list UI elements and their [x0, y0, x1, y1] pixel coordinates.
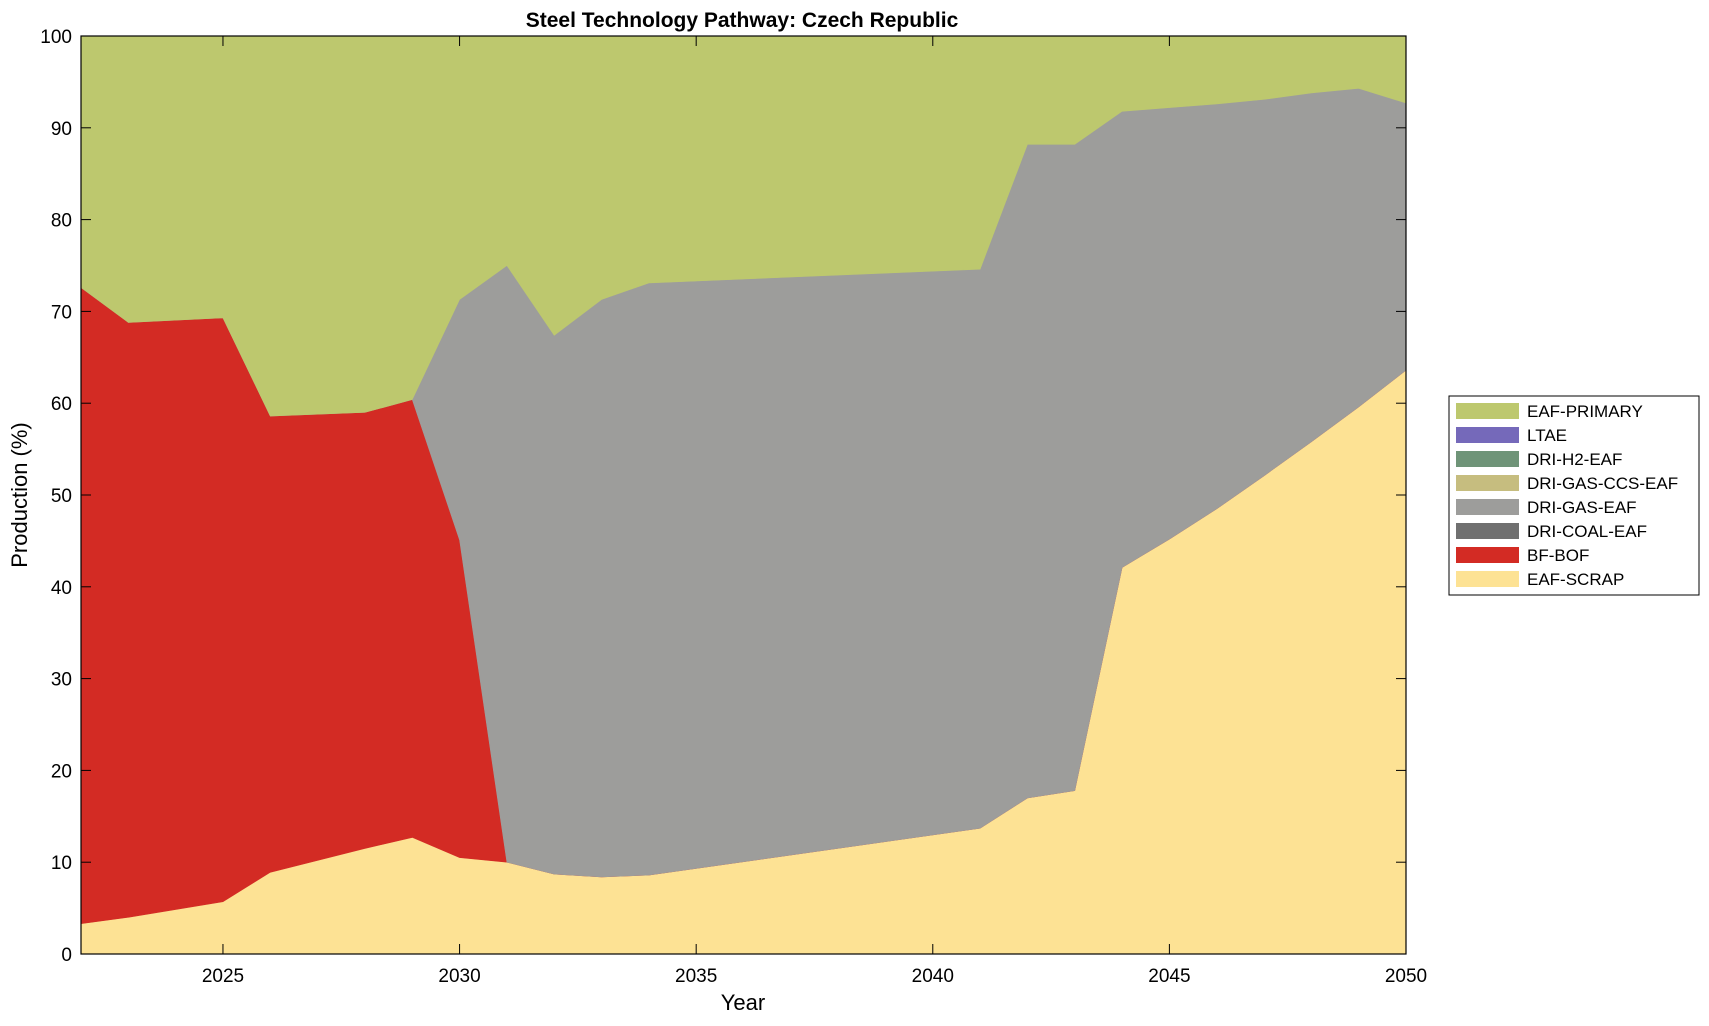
legend: EAF-PRIMARY LTAE DRI-H2-EAF DRI-GAS-CCS-EAF…	[1448, 395, 1700, 596]
legend-swatch-eaf-scrap	[1456, 571, 1519, 587]
x-axis-label: Year	[721, 990, 765, 1015]
y-tick-label: 90	[51, 119, 72, 140]
chart-title: Steel Technology Pathway: Czech Republic	[526, 9, 959, 32]
legend-label-eaf-scrap: EAF-SCRAP	[1527, 570, 1624, 589]
y-tick-label: 70	[51, 302, 72, 323]
x-tick-label: 2050	[1385, 966, 1427, 987]
y-axis-label: Production (%)	[7, 422, 32, 568]
y-tick-label: 10	[51, 853, 72, 874]
y-tick-label: 60	[51, 394, 72, 415]
y-tick-label: 30	[51, 670, 72, 691]
x-axis: 2025 2030 2035 2040 2045 2050	[202, 36, 1427, 987]
y-tick-label: 100	[40, 27, 72, 48]
x-tick-label: 2030	[438, 966, 480, 987]
legend-label-bf-bof: BF-BOF	[1527, 546, 1589, 565]
x-tick-label: 2040	[912, 966, 954, 987]
legend-box	[1448, 395, 1700, 596]
x-tick-label: 2035	[675, 966, 717, 987]
x-tick-label: 2045	[1148, 966, 1190, 987]
y-tick-label: 50	[51, 486, 72, 507]
legend-label-dri-h2-eaf: DRI-H2-EAF	[1527, 450, 1622, 469]
areas-layer	[80, 35, 1407, 955]
legend-label-dri-coal-eaf: DRI-COAL-EAF	[1527, 522, 1647, 541]
y-tick-label: 20	[51, 761, 72, 782]
y-axis: 0 10 20 30 40 50 60 70 80 90 100	[40, 27, 1406, 966]
legend-swatch-dri-coal-eaf	[1456, 523, 1519, 539]
legend-label-dri-gas-eaf: DRI-GAS-EAF	[1527, 498, 1637, 517]
legend-swatch-eaf-primary	[1456, 403, 1519, 419]
legend-swatch-bf-bof	[1456, 547, 1519, 563]
legend-swatch-ltae	[1456, 427, 1519, 443]
x-tick-label: 2025	[202, 966, 244, 987]
y-tick-label: 80	[51, 211, 72, 232]
legend-label-dri-gas-ccs-eaf: DRI-GAS-CCS-EAF	[1527, 474, 1678, 493]
legend-swatch-dri-gas-eaf	[1456, 499, 1519, 515]
legend-swatch-dri-gas-ccs-eaf	[1456, 475, 1519, 491]
legend-swatch-dri-h2-eaf	[1456, 451, 1519, 467]
legend-label-eaf-primary: EAF-PRIMARY	[1527, 402, 1643, 421]
legend-label-ltae: LTAE	[1527, 426, 1567, 445]
y-tick-label: 0	[61, 945, 72, 966]
y-tick-label: 40	[51, 578, 72, 599]
